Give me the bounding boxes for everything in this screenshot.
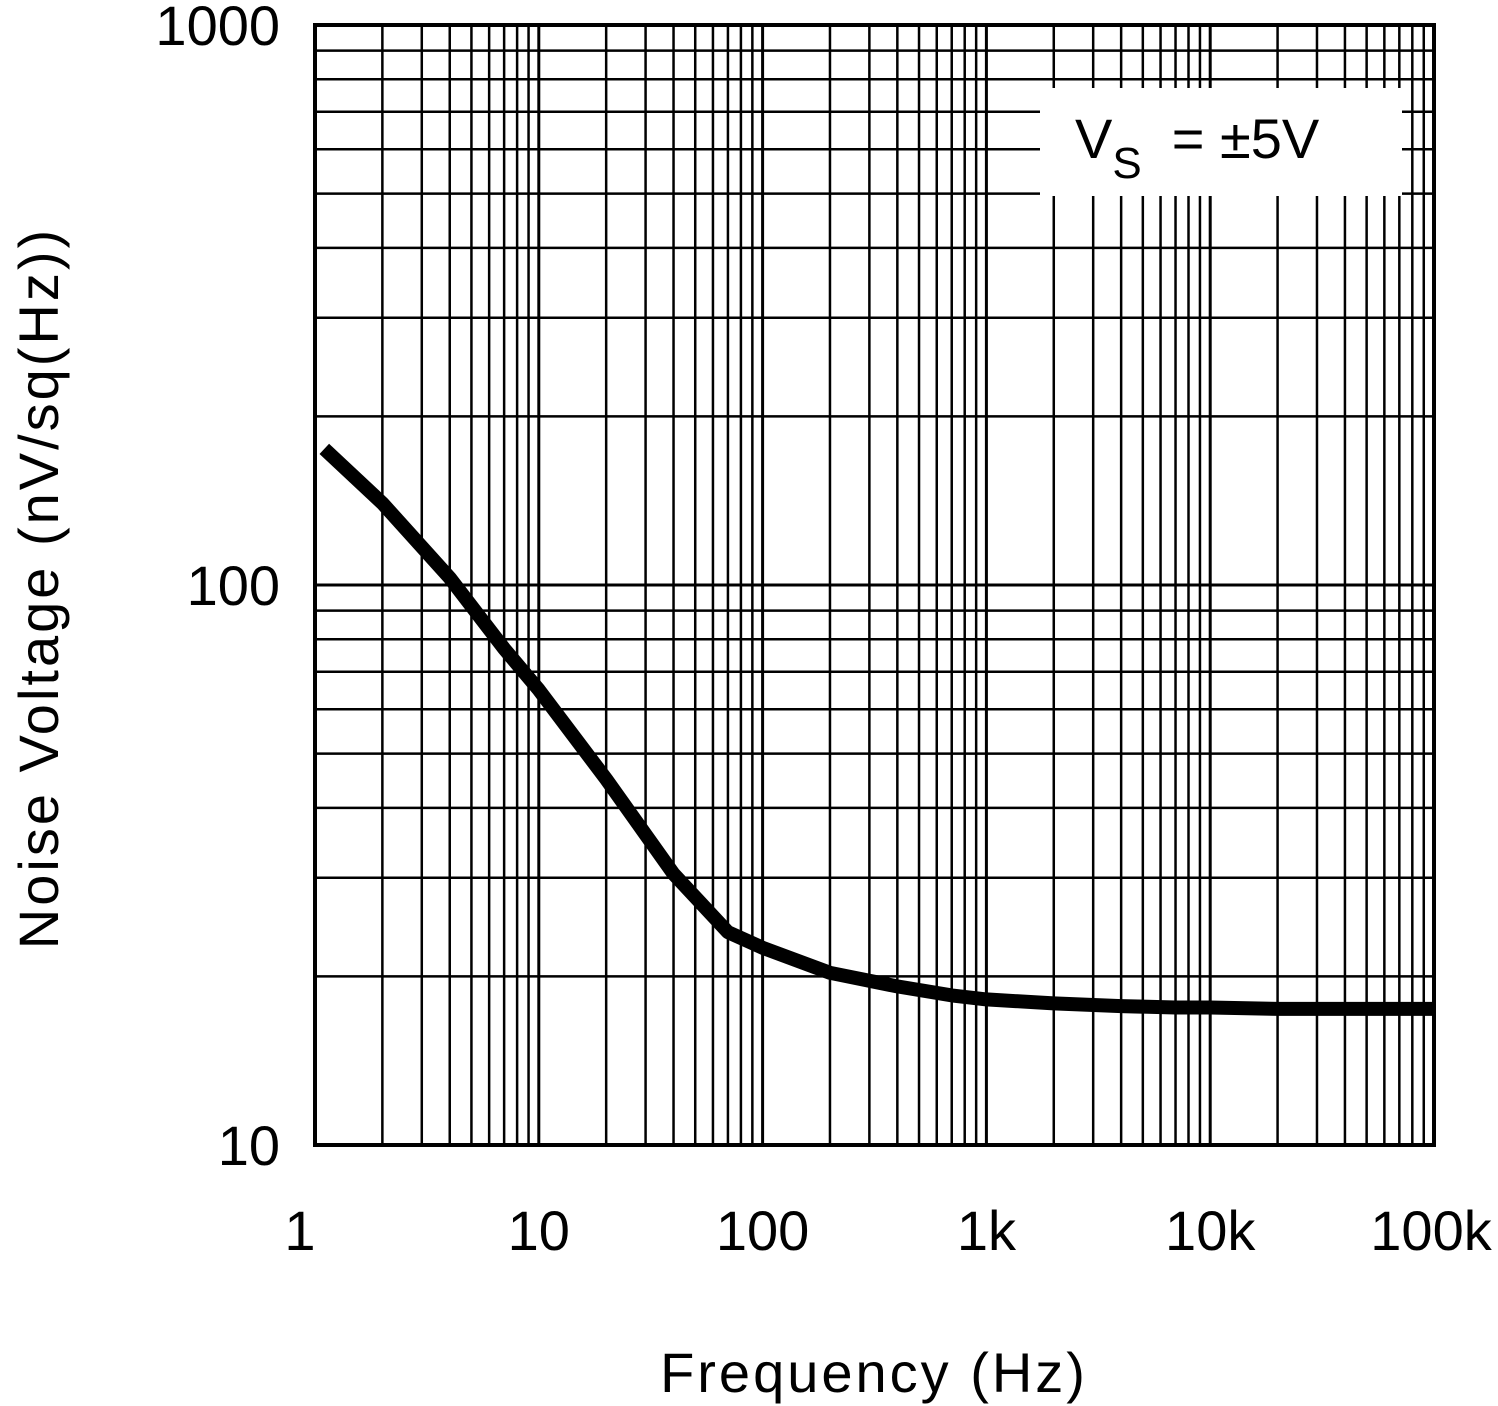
grid: [315, 25, 1434, 1145]
supply-voltage-annotation: VS = ±5V: [1075, 107, 1320, 188]
x-axis-title: Frequency (Hz): [660, 1341, 1088, 1404]
x-tick-labels: 1 10 100 1k 10k 100k: [284, 1199, 1492, 1262]
y-tick-label: 10: [218, 1114, 280, 1177]
annotation-box: [1040, 88, 1402, 196]
x-tick-label: 1: [284, 1199, 315, 1262]
y-tick-label: 100: [187, 554, 280, 617]
x-tick-label: 10k: [1165, 1199, 1256, 1262]
x-tick-label: 100k: [1370, 1199, 1492, 1262]
x-tick-label: 100: [716, 1199, 809, 1262]
series-line-noise-voltage: [319, 443, 1434, 1016]
x-tick-label: 1k: [957, 1199, 1017, 1262]
series-layer: [319, 443, 1434, 1016]
plot-frame: [313, 23, 1436, 1147]
y-tick-label: 1000: [155, 0, 280, 57]
y-tick-labels: 10 100 1000: [155, 0, 280, 1177]
y-axis-title: Noise Voltage (nV/sq(Hz)): [7, 227, 70, 949]
x-tick-label: 10: [508, 1199, 570, 1262]
